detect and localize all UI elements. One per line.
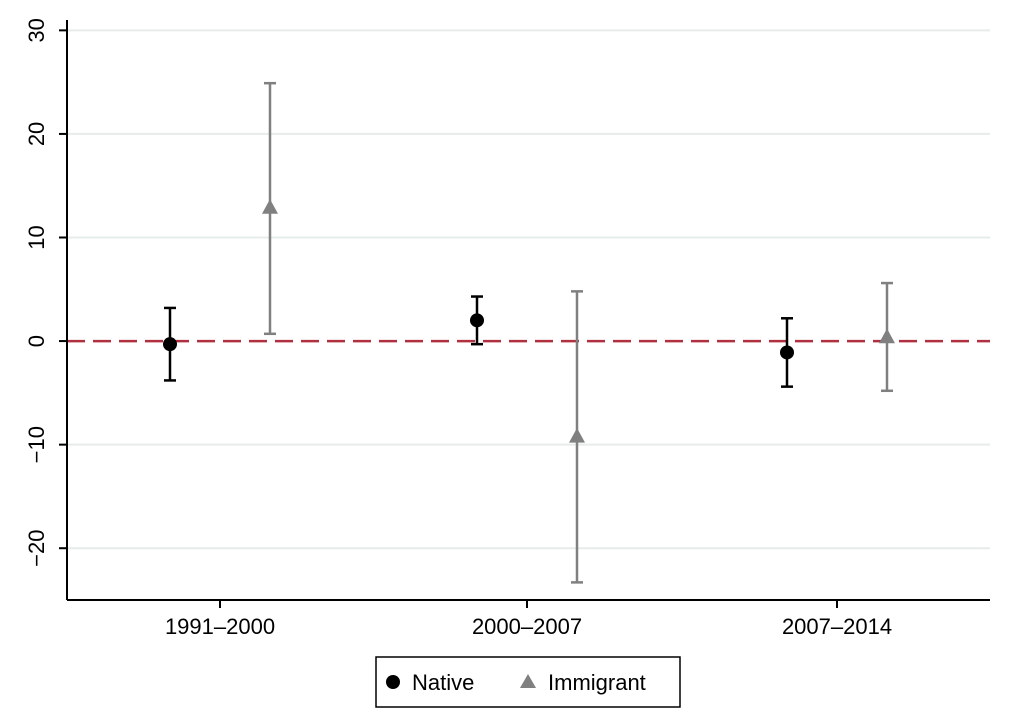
y-tick-label: 20	[24, 122, 49, 146]
x-tick-label: 2000–2007	[472, 614, 582, 639]
legend-label-native: Native	[412, 670, 474, 695]
legend-marker-native	[386, 675, 400, 689]
y-tick-label: 10	[24, 225, 49, 249]
x-tick-label: 1991–2000	[165, 614, 275, 639]
y-tick-label: 30	[24, 18, 49, 42]
x-axis-ticks: 1991–2000 2000–2007 2007–2014	[165, 600, 892, 639]
native-point	[470, 313, 484, 328]
y-tick-label: −10	[24, 426, 49, 463]
immigrant-point	[569, 427, 585, 443]
immigrant-point	[262, 199, 278, 214]
immigrant-point	[879, 328, 895, 344]
grid-lines	[67, 29, 990, 550]
y-axis-ticks: 30 20 10 0 −10 −20	[24, 18, 67, 567]
y-tick-label: 0	[24, 335, 49, 347]
native-point	[780, 345, 794, 360]
legend-label-immigrant: Immigrant	[548, 670, 646, 695]
data-marks	[163, 81, 895, 584]
native-point	[163, 337, 177, 352]
x-tick-label: 2007–2014	[782, 614, 892, 639]
y-tick-label: −20	[24, 530, 49, 567]
legend: Native Immigrant	[375, 656, 681, 708]
legend-marker-immigrant	[520, 674, 536, 688]
axes	[66, 20, 990, 601]
